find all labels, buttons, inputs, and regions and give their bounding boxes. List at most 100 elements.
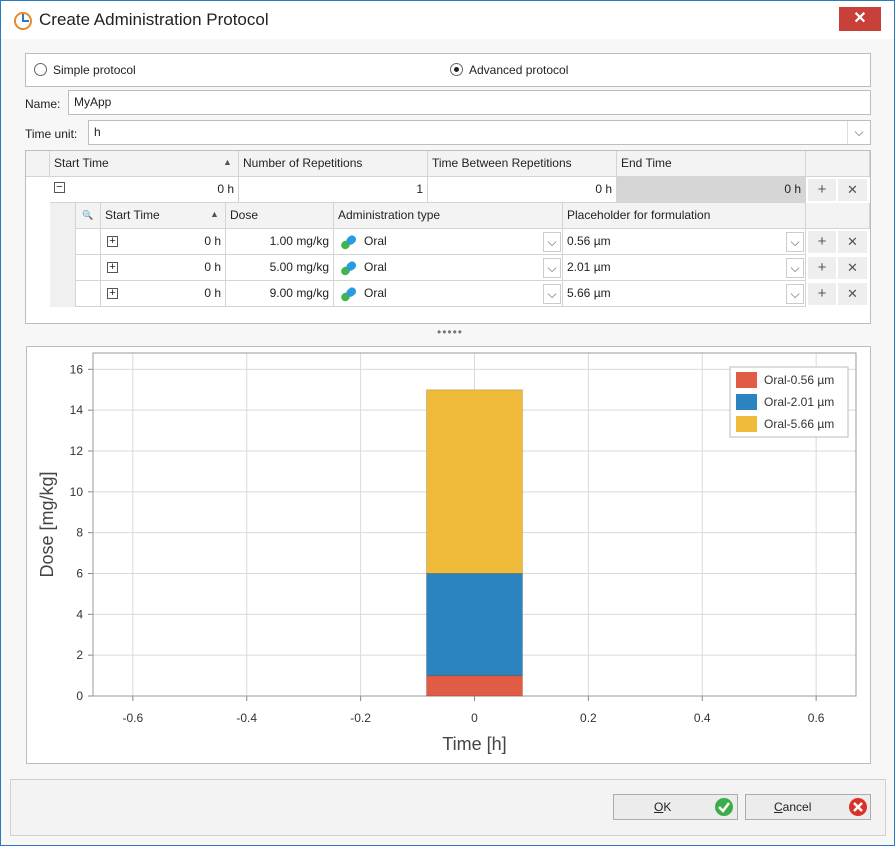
- oral-icon: [341, 287, 357, 302]
- dropdown-arrow[interactable]: ⌵: [786, 258, 804, 278]
- sort-arrow: ▲: [210, 209, 219, 219]
- y-tick-label: 2: [76, 648, 83, 662]
- remove-button[interactable]: ✕: [838, 179, 867, 201]
- row-indicator: [76, 281, 101, 307]
- x-tick-label: 0: [471, 711, 478, 725]
- x-tick-label: 0.4: [694, 711, 711, 725]
- grid-cell[interactable]: 0 h: [101, 229, 226, 255]
- x-tick-label: 0.6: [808, 711, 825, 725]
- grid-cell[interactable]: 5.00 mg/kg: [226, 255, 334, 281]
- x-axis-title: Time [h]: [442, 734, 506, 754]
- remove-button[interactable]: ✕: [838, 283, 867, 305]
- dropdown-arrow[interactable]: ⌵: [786, 232, 804, 252]
- add-button[interactable]: +: [808, 179, 836, 201]
- splitter[interactable]: •••••: [437, 325, 464, 339]
- bar-segment: [426, 389, 523, 574]
- dropdown-arrow[interactable]: ⌵: [543, 232, 561, 252]
- y-tick-label: 10: [70, 485, 84, 499]
- column-header[interactable]: Number of Repetitions: [239, 151, 428, 177]
- sort-arrow: ▲: [223, 157, 232, 167]
- dropdown-arrow[interactable]: ⌵: [847, 121, 870, 144]
- time-unit-label: Time unit:: [25, 127, 78, 141]
- column-header[interactable]: Start Time: [101, 203, 226, 229]
- grid-cell[interactable]: 2.01 µm: [563, 255, 806, 281]
- indicator-header: [26, 151, 50, 177]
- radio-label: Simple protocol: [53, 63, 136, 77]
- dropdown-arrow[interactable]: ⌵: [543, 284, 561, 304]
- radio-button[interactable]: [450, 63, 463, 76]
- bar-segment: [426, 573, 523, 677]
- radio-button[interactable]: [34, 63, 47, 76]
- grid-cell[interactable]: 0.56 µm: [563, 229, 806, 255]
- oral-icon: [341, 235, 357, 250]
- grid-cell[interactable]: 0 h: [50, 177, 239, 203]
- indent: [50, 203, 76, 307]
- grid-cell[interactable]: Oral: [334, 281, 563, 307]
- bar-segment: [426, 675, 523, 697]
- grid-cell[interactable]: 0 h: [617, 177, 806, 203]
- legend-label: Oral-2.01 µm: [764, 395, 834, 409]
- name-input[interactable]: MyApp: [68, 90, 871, 115]
- legend-label: Oral-5.66 µm: [764, 417, 834, 431]
- legend-swatch: [736, 394, 757, 410]
- time-unit-select[interactable]: h: [88, 120, 871, 145]
- protocol-grid: Start Time Number of Repetitions Time Betw…: [25, 150, 871, 324]
- y-tick-label: 4: [76, 607, 83, 621]
- app-icon: [14, 12, 32, 30]
- oral-icon: [341, 261, 357, 276]
- y-tick-label: 12: [70, 444, 84, 458]
- add-button[interactable]: +: [808, 231, 836, 253]
- y-tick-label: 8: [76, 526, 83, 540]
- radio-dot: [454, 67, 459, 72]
- x-tick-label: 0.2: [580, 711, 597, 725]
- y-tick-label: 16: [70, 362, 84, 376]
- grid-cell[interactable]: Oral: [334, 229, 563, 255]
- x-tick-label: -0.2: [350, 711, 371, 725]
- name-label: Name:: [25, 97, 61, 111]
- ok-button[interactable]: OK: [613, 794, 738, 820]
- title-bar: Create Administration Protocol ✕: [1, 1, 894, 39]
- column-header: [806, 203, 870, 229]
- grid-cell[interactable]: 0 h: [101, 281, 226, 307]
- grid-cell[interactable]: 9.00 mg/kg: [226, 281, 334, 307]
- column-header[interactable]: End Time: [617, 151, 806, 177]
- row-indicator: [76, 255, 101, 281]
- cancel-button[interactable]: Cancel: [745, 794, 871, 820]
- column-header[interactable]: Administration type: [334, 203, 563, 229]
- grid-cell[interactable]: 0 h: [428, 177, 617, 203]
- expand-toggle[interactable]: −: [54, 182, 65, 193]
- grid-cell[interactable]: Oral: [334, 255, 563, 281]
- column-header[interactable]: Placeholder for formulation: [563, 203, 806, 229]
- protocol-group: Simple protocol Advanced protocol: [25, 53, 871, 87]
- remove-button[interactable]: ✕: [838, 231, 867, 253]
- chart: 0 2 4 6 8 10 12 14 16 -0.6 -0.4 -0.2 0 0.2 0.4 0.6 Time …: [26, 346, 871, 764]
- legend-swatch: [736, 416, 757, 432]
- legend-label: Oral-0.56 µm: [764, 373, 834, 387]
- expand-toggle[interactable]: +: [107, 262, 118, 273]
- expand-toggle[interactable]: +: [107, 288, 118, 299]
- x-tick-label: -0.6: [123, 711, 144, 725]
- add-button[interactable]: +: [808, 283, 836, 305]
- grid-cell[interactable]: 1: [239, 177, 428, 203]
- window-title: Create Administration Protocol: [39, 10, 269, 29]
- button-panel: [10, 779, 886, 836]
- ok-icon: [715, 798, 733, 816]
- remove-button[interactable]: ✕: [838, 257, 867, 279]
- column-header: [806, 151, 870, 177]
- grid-cell[interactable]: 1.00 mg/kg: [226, 229, 334, 255]
- search-header: 🔍: [76, 203, 101, 229]
- cancel-text: Cancel: [774, 800, 812, 814]
- y-axis-title: Dose [mg/kg]: [37, 471, 57, 577]
- dropdown-arrow[interactable]: ⌵: [543, 258, 561, 278]
- row-indicator: [76, 229, 101, 255]
- dropdown-arrow[interactable]: ⌵: [786, 284, 804, 304]
- add-button[interactable]: +: [808, 257, 836, 279]
- column-header[interactable]: Dose: [226, 203, 334, 229]
- expand-toggle[interactable]: +: [107, 236, 118, 247]
- grid-cell[interactable]: 0 h: [101, 255, 226, 281]
- grid-cell[interactable]: 5.66 µm: [563, 281, 806, 307]
- column-header[interactable]: Start Time: [50, 151, 239, 177]
- column-header[interactable]: Time Between Repetitions: [428, 151, 617, 177]
- close-button[interactable]: ✕: [839, 7, 881, 31]
